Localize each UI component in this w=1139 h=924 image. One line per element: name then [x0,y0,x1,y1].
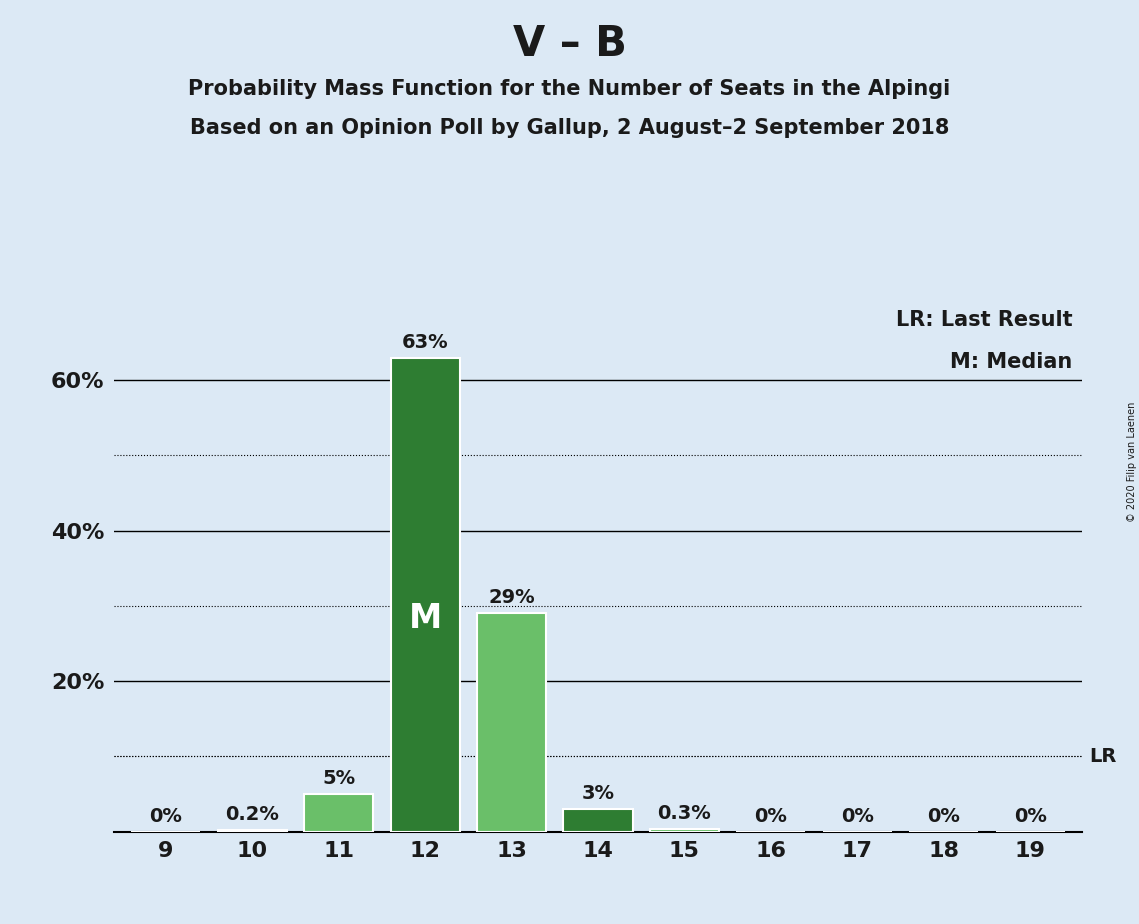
Text: 0%: 0% [149,807,182,825]
Text: 5%: 5% [322,769,355,788]
Text: LR: Last Result: LR: Last Result [895,310,1073,330]
Bar [391,358,460,832]
Bar [564,809,632,832]
Text: 0%: 0% [754,807,787,825]
Bar [477,614,546,832]
Text: M: Median: M: Median [950,352,1073,372]
Text: 0.3%: 0.3% [657,804,711,823]
Text: 3%: 3% [582,784,614,803]
Text: © 2020 Filip van Laenen: © 2020 Filip van Laenen [1126,402,1137,522]
Text: LR: LR [1089,747,1116,766]
Text: 0%: 0% [841,807,874,825]
Text: 63%: 63% [402,333,449,351]
Text: Probability Mass Function for the Number of Seats in the Alpingi: Probability Mass Function for the Number… [188,79,951,99]
Text: V – B: V – B [513,23,626,65]
Text: 0.2%: 0.2% [226,805,279,824]
Bar [304,794,374,832]
Text: Based on an Opinion Poll by Gallup, 2 August–2 September 2018: Based on an Opinion Poll by Gallup, 2 Au… [190,118,949,139]
Bar [650,830,719,832]
Text: 0%: 0% [927,807,960,825]
Text: 0%: 0% [1014,807,1047,825]
Text: 29%: 29% [489,589,535,607]
Text: M: M [409,602,442,635]
Bar [218,830,287,832]
